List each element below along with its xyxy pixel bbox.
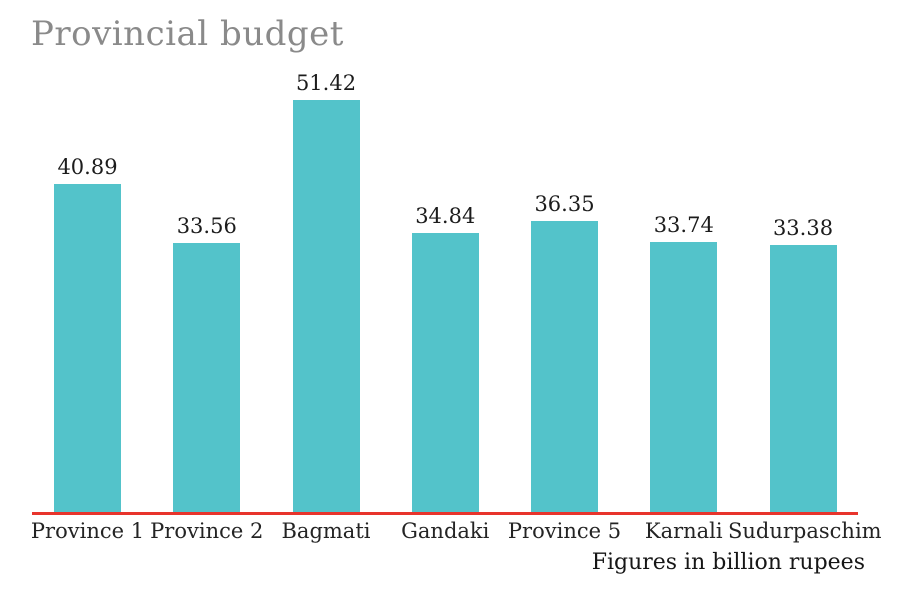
bar-gandaki	[411, 233, 479, 512]
bar-province-2	[173, 243, 241, 512]
category-label-sudurpaschim: Sudurpaschim	[728, 519, 882, 543]
value-label-province-1: 40.89	[57, 155, 118, 179]
bar-sudurpaschim	[769, 245, 837, 512]
category-label-province-1: Province 1	[30, 519, 145, 543]
category-label-karnali: Karnali	[644, 519, 723, 543]
category-label-province-2: Province 2	[150, 519, 264, 543]
chart-title: Provincial budget	[31, 14, 344, 54]
bar-karnali	[650, 242, 718, 512]
bar-province-5	[531, 221, 598, 512]
bar-province-1	[54, 184, 121, 512]
value-label-bagmati: 51.42	[295, 71, 357, 95]
units-note: Figures in billion rupees	[591, 550, 865, 575]
value-label-karnali: 33.74	[653, 213, 714, 237]
value-label-province-2: 33.56	[176, 214, 237, 238]
x-axis-line	[32, 512, 858, 515]
value-label-gandaki: 34.84	[415, 204, 476, 228]
value-label-sudurpaschim: 33.38	[772, 216, 834, 240]
bar-bagmati	[292, 100, 360, 512]
category-label-province-5: Province 5	[507, 519, 622, 543]
value-label-province-5: 36.35	[534, 192, 595, 216]
category-label-gandaki: Gandaki	[401, 519, 490, 543]
category-label-bagmati: Bagmati	[281, 519, 371, 543]
